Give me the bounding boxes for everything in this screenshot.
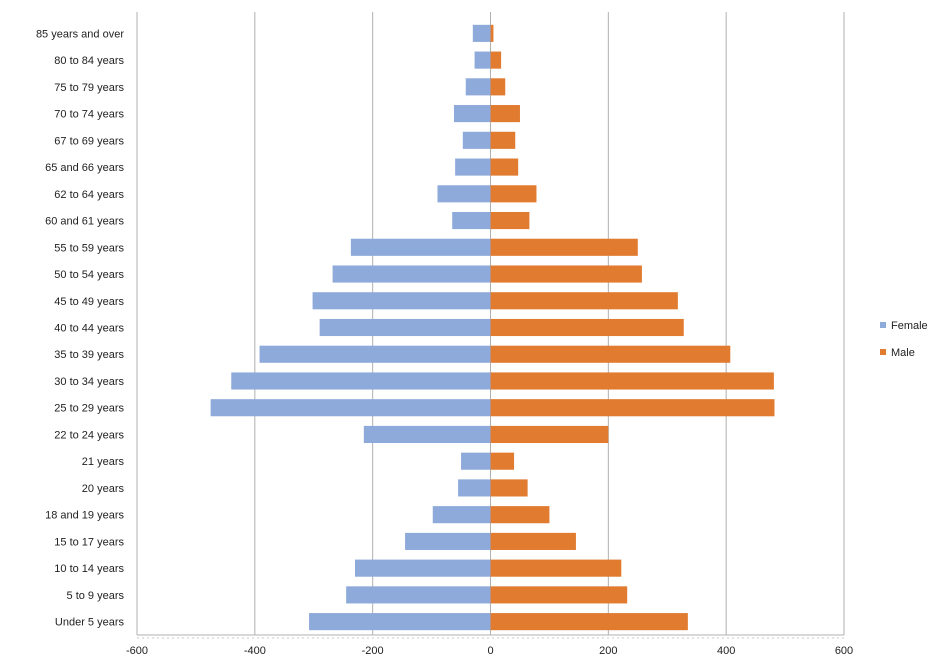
bar-female xyxy=(363,425,491,444)
bar-female xyxy=(461,452,491,470)
bar-male xyxy=(490,318,684,337)
x-tick-label: -400 xyxy=(244,645,266,657)
category-label: 20 years xyxy=(82,483,125,495)
category-label: 35 to 39 years xyxy=(54,349,124,361)
category-label: 62 to 64 years xyxy=(54,189,124,201)
bar-male xyxy=(490,24,494,42)
bar-female xyxy=(405,532,491,550)
category-label: 25 to 29 years xyxy=(54,403,124,415)
category-label: 5 to 9 years xyxy=(67,590,125,602)
category-label: 18 and 19 years xyxy=(45,510,124,522)
bar-female xyxy=(319,318,491,337)
bar-female xyxy=(312,292,491,310)
category-label: 22 to 24 years xyxy=(54,429,124,441)
bar-female xyxy=(453,105,491,123)
category-label: 45 to 49 years xyxy=(54,296,124,308)
category-label: 75 to 79 years xyxy=(54,82,124,94)
bar-female xyxy=(332,265,491,283)
bar-female xyxy=(462,131,491,149)
bar-female xyxy=(455,158,491,176)
x-tick-label: -600 xyxy=(126,645,148,657)
bar-male xyxy=(490,51,502,69)
category-labels: 85 years and over 80 to 84 years 75 to 79 … xyxy=(36,28,125,628)
bar-male xyxy=(490,479,528,497)
bar-male xyxy=(490,559,622,577)
legend-swatch-female xyxy=(880,322,886,328)
bar-male xyxy=(490,372,774,390)
bar-male xyxy=(490,345,731,363)
bar-female xyxy=(458,479,491,497)
category-label: 85 years and over xyxy=(36,28,124,40)
bar-male xyxy=(490,452,515,470)
bar-male xyxy=(490,265,642,283)
x-tick-label: 0 xyxy=(487,645,493,657)
category-label: 55 to 59 years xyxy=(54,242,124,254)
bar-female xyxy=(231,372,491,390)
x-tick-label: -200 xyxy=(362,645,384,657)
bar-female xyxy=(210,399,491,417)
category-label: 40 to 44 years xyxy=(54,323,124,335)
bars xyxy=(210,24,775,631)
bar-female xyxy=(432,506,491,524)
category-label: 70 to 74 years xyxy=(54,109,124,121)
bar-female xyxy=(309,613,491,631)
category-label: 10 to 14 years xyxy=(54,563,124,575)
bar-male xyxy=(490,185,537,203)
bar-male xyxy=(490,586,628,604)
bar-male xyxy=(490,506,550,524)
bar-female xyxy=(437,185,491,203)
category-label: 80 to 84 years xyxy=(54,55,124,67)
legend-swatch-male xyxy=(880,349,886,355)
x-tick-label: 200 xyxy=(599,645,617,657)
bar-male xyxy=(490,105,520,123)
bar-male xyxy=(490,211,530,230)
category-label: 50 to 54 years xyxy=(54,269,124,281)
bar-female xyxy=(465,78,491,96)
bar-female xyxy=(452,211,491,230)
bar-female xyxy=(346,586,491,604)
bar-female xyxy=(474,51,491,69)
legend-label-male: Male xyxy=(891,347,915,359)
category-label: 60 and 61 years xyxy=(45,216,124,228)
bar-female xyxy=(354,559,491,577)
bar-male xyxy=(490,131,516,149)
category-label: 65 and 66 years xyxy=(45,162,124,174)
bar-male xyxy=(490,532,576,550)
bar-male xyxy=(490,399,775,417)
bar-female xyxy=(259,345,491,363)
legend: Female Male xyxy=(880,320,928,359)
legend-label-female: Female xyxy=(891,320,928,332)
bar-female xyxy=(472,24,491,42)
category-label: 21 years xyxy=(82,456,125,468)
category-label: 30 to 34 years xyxy=(54,376,124,388)
x-tick-label: 600 xyxy=(835,645,853,657)
x-axis: -600 -400 -200 0 200 400 600 xyxy=(126,634,853,657)
bar-male xyxy=(490,613,688,631)
bar-male xyxy=(490,158,519,176)
x-tick-label: 400 xyxy=(717,645,735,657)
category-label: 67 to 69 years xyxy=(54,135,124,147)
bar-male xyxy=(490,425,609,444)
bar-male xyxy=(490,238,638,256)
bar-male xyxy=(490,292,678,310)
bar-male xyxy=(490,78,506,96)
category-label: Under 5 years xyxy=(55,617,125,629)
bar-female xyxy=(350,238,491,256)
category-label: 15 to 17 years xyxy=(54,536,124,548)
